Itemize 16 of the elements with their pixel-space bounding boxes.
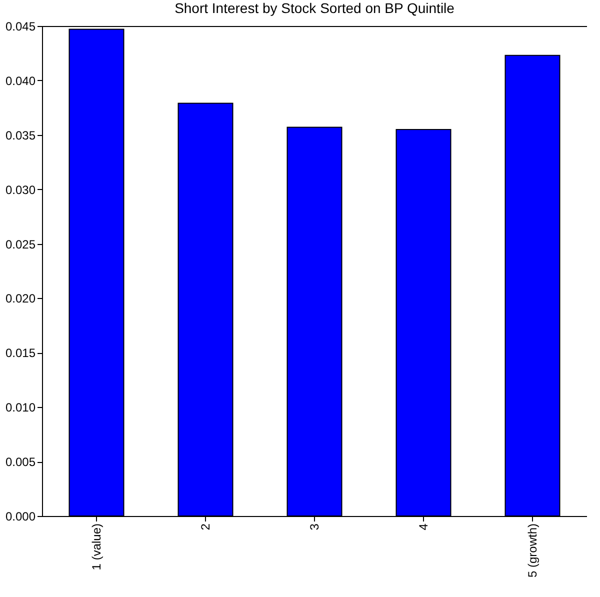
y-tick-label: 0.030	[5, 182, 36, 197]
y-tick-label: 0.010	[5, 400, 36, 415]
x-tick-label: 1 (value)	[90, 523, 104, 570]
x-tick-label: 5 (growth)	[526, 524, 540, 578]
chart-title: Short Interest by Stock Sorted on BP Quintile	[174, 0, 455, 16]
y-tick-label: 0.040	[5, 74, 36, 88]
y-tick-label: 0.020	[5, 292, 36, 306]
y-tick-label: 0.005	[5, 455, 36, 470]
y-tick-label: 0.045	[5, 20, 36, 34]
x-tick-label: 2	[198, 523, 212, 530]
y-tick-label: 0.035	[5, 128, 36, 142]
x-tick-label: 3	[308, 523, 322, 530]
y-tick-label: 0.025	[5, 237, 36, 252]
x-tick-label: 4	[416, 523, 430, 530]
y-tick-label: 0.015	[5, 346, 36, 360]
y-tick-label: 0.000	[5, 510, 36, 524]
